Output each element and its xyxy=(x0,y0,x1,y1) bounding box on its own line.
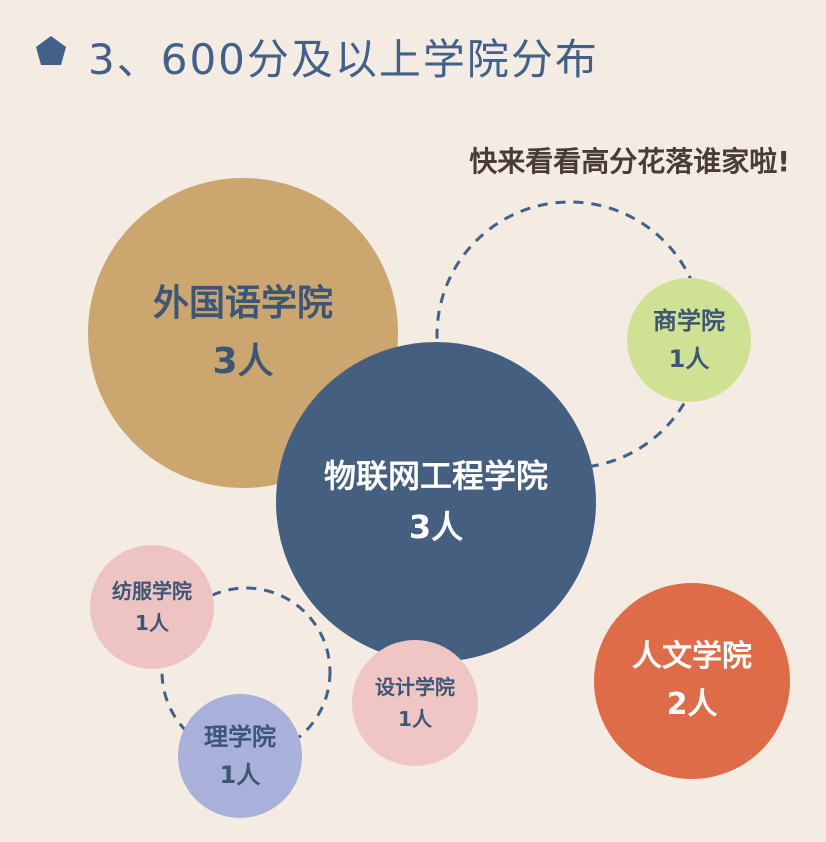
bubble-sheji: 设计学院 1人 xyxy=(352,640,478,766)
bubble-label: 商学院 xyxy=(653,306,725,335)
bubble-shang: 商学院 1人 xyxy=(627,278,751,402)
subtitle: 快来看看高分花落谁家啦! xyxy=(469,145,790,178)
pentagon-bullet-icon xyxy=(36,36,66,65)
bubble-renwen: 人文学院 2人 xyxy=(594,583,790,779)
bubble-li: 理学院 1人 xyxy=(178,694,302,818)
bubble-label: 理学院 xyxy=(204,722,276,751)
bubble-label: 设计学院 xyxy=(375,675,455,699)
bubble-label: 物联网工程学院 xyxy=(323,456,548,495)
bubble-label: 人文学院 xyxy=(632,639,752,674)
bubble-count: 3人 xyxy=(408,508,464,546)
bubble-fangfu: 纺服学院 1人 xyxy=(90,545,214,669)
bubble-wulianwang: 物联网工程学院 3人 xyxy=(276,342,596,662)
bubble-count: 1人 xyxy=(668,345,710,373)
bubble-label: 纺服学院 xyxy=(112,579,192,603)
page-title: 3、600分及以上学院分布 xyxy=(88,35,599,84)
bubble-count: 1人 xyxy=(398,707,432,731)
bubble-label: 外国语学院 xyxy=(152,283,333,325)
bubble-count: 3人 xyxy=(212,341,274,382)
bubble-count: 2人 xyxy=(666,687,718,722)
bubble-count: 1人 xyxy=(219,761,261,789)
bubble-count: 1人 xyxy=(135,611,169,635)
